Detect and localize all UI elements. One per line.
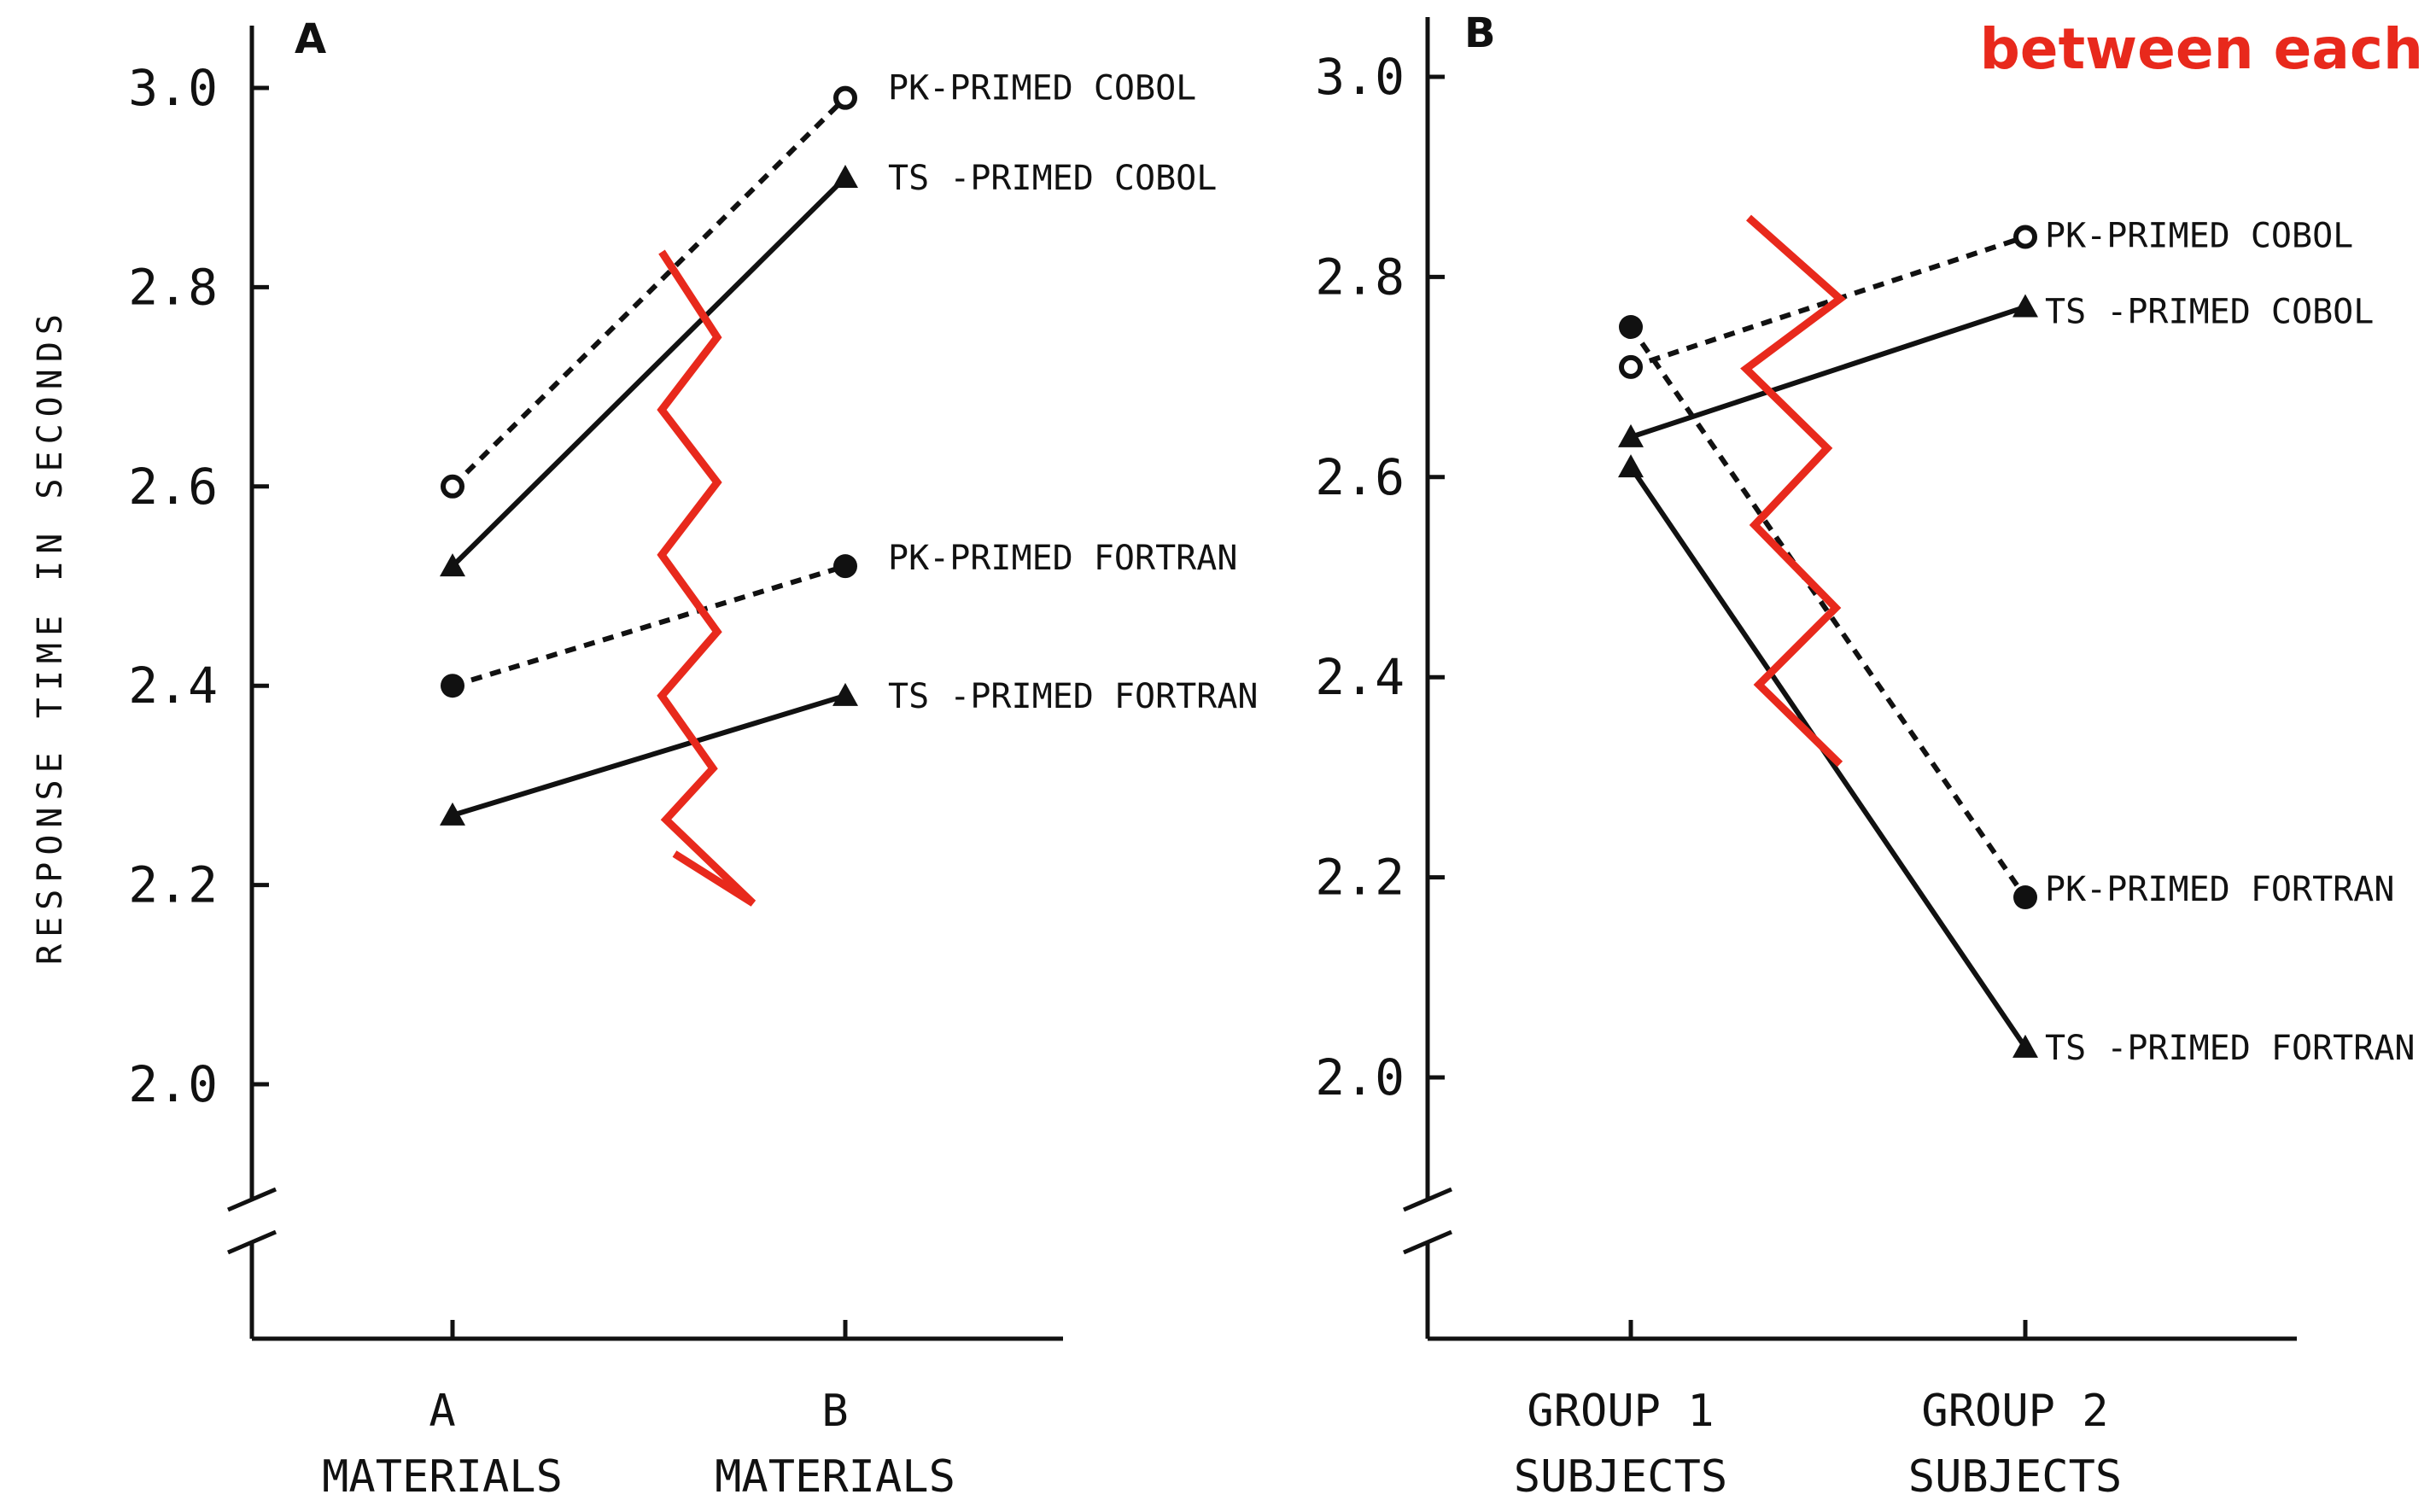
y-axis-break-mark <box>1403 1229 1452 1255</box>
series: PK-PRIMED FORTRAN <box>1619 315 2394 910</box>
y-axis-break-mark <box>227 1187 277 1212</box>
data-point <box>1618 423 1644 447</box>
series-line <box>450 175 848 569</box>
y-tick-label: 2.0 <box>1315 1048 1405 1106</box>
chart-panel-b: 3.0 2.8 2.6 2.4 2.2 2.0 B GROUP 1 SUBJECTS GROUP … <box>1315 9 2415 1503</box>
series-label: TS -PRIMED COBOL <box>2045 293 2374 332</box>
series: PK-PRIMED COBOL <box>441 69 1196 499</box>
series: PK-PRIMED COBOL <box>1619 217 2353 379</box>
y-tick-label: 2.8 <box>128 258 218 316</box>
red-zigzag <box>1740 214 1847 768</box>
data-point <box>832 682 858 706</box>
y-tick-label: 2.6 <box>128 458 218 516</box>
series-label: PK-PRIMED COBOL <box>888 69 1196 108</box>
red-zigzag <box>657 249 757 907</box>
data-point <box>833 554 857 579</box>
x-category-label: MATERIALS <box>715 1451 955 1503</box>
data-point <box>2012 294 2038 318</box>
data-point <box>833 85 857 110</box>
data-point <box>1619 315 1643 339</box>
x-category-label: MATERIALS <box>322 1451 563 1503</box>
y-axis-break-mark <box>1403 1187 1452 1212</box>
x-category-label: SUBJECTS <box>1514 1451 1727 1503</box>
data-point <box>2013 225 2037 249</box>
panel-letter: A <box>295 15 326 63</box>
panel-letter: B <box>1464 9 1496 57</box>
series-label: PK-PRIMED FORTRAN <box>2045 870 2394 909</box>
series-line <box>1630 304 2026 440</box>
data-point <box>1619 354 1643 379</box>
series: TS -PRIMED COBOL <box>440 159 1217 577</box>
data-point <box>440 802 465 826</box>
series-label: TS -PRIMED COBOL <box>888 159 1217 198</box>
series-line <box>1628 325 2028 899</box>
data-point <box>2012 1034 2038 1058</box>
data-point <box>441 674 464 698</box>
series-line <box>450 96 848 488</box>
chart-panel-a: 3.0 2.8 2.6 2.4 2.2 2.0 RESPONSE TIME IN SECON… <box>31 15 1258 1503</box>
x-category-label: SUBJECTS <box>1908 1451 2122 1503</box>
y-tick-label: 2.2 <box>128 856 218 914</box>
red-zigzag-annotations <box>657 214 1847 907</box>
series: PK-PRIMED FORTRAN <box>441 539 1237 698</box>
data-point <box>832 165 858 189</box>
data-point <box>440 553 465 577</box>
y-tick-label: 2.6 <box>1315 448 1405 506</box>
data-point <box>2013 885 2037 910</box>
series-label: TS -PRIMED FORTRAN <box>888 677 1258 716</box>
y-tick-label: 2.8 <box>1315 248 1405 306</box>
series-line <box>452 693 846 818</box>
series-line <box>1630 234 2026 370</box>
series-line <box>452 563 846 689</box>
y-tick-label: 2.4 <box>1315 648 1405 706</box>
y-tick-label: 3.0 <box>1315 48 1405 106</box>
y-tick-label: 2.4 <box>128 657 218 715</box>
y-tick-label: 3.0 <box>128 59 218 117</box>
y-tick-label: 2.0 <box>128 1055 218 1113</box>
series: TS -PRIMED FORTRAN <box>1618 454 2415 1068</box>
y-axis-break-mark <box>227 1229 277 1255</box>
y-tick-label: 2.2 <box>1315 849 1405 907</box>
data-point <box>1618 454 1644 478</box>
x-category-label: B <box>821 1386 848 1437</box>
x-category-label: GROUP 1 <box>1527 1386 1714 1437</box>
x-category-label: A <box>429 1386 455 1437</box>
y-axis-label: RESPONSE TIME IN SECONDS <box>31 307 70 965</box>
data-point <box>441 474 464 499</box>
series-label: PK-PRIMED COBOL <box>2045 217 2353 256</box>
x-category-label: GROUP 2 <box>1921 1386 2108 1437</box>
series-label: PK-PRIMED FORTRAN <box>888 539 1237 578</box>
series-label: TS -PRIMED FORTRAN <box>2045 1029 2415 1068</box>
overlay-caption: between each <box>1980 16 2423 82</box>
series: TS -PRIMED FORTRAN <box>440 677 1258 826</box>
series: TS -PRIMED COBOL <box>1618 293 2374 447</box>
